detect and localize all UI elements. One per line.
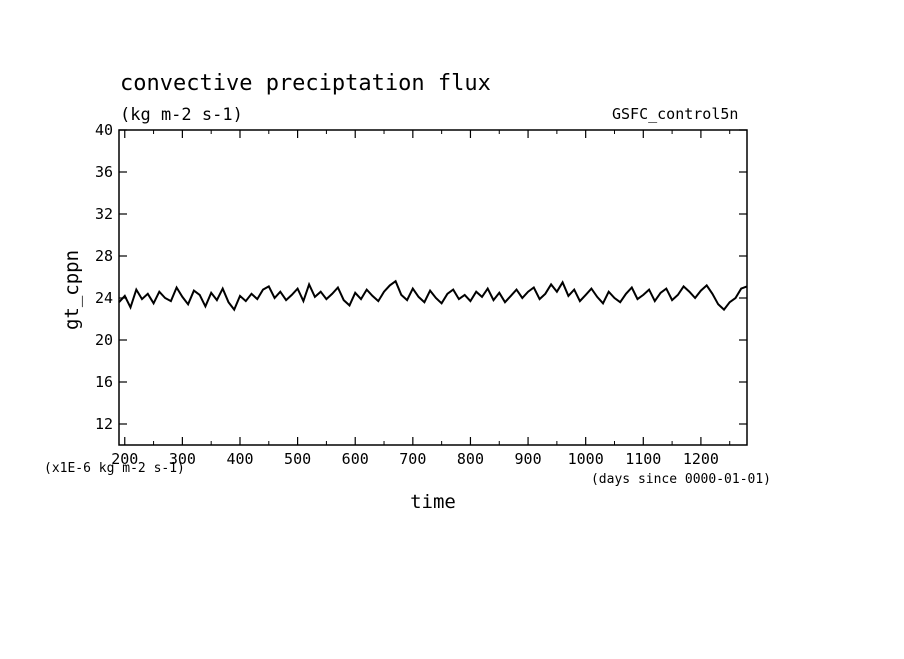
x-tick-label: 600 [342, 450, 369, 468]
series-layer [118, 279, 748, 312]
y-tick-label: 24 [95, 289, 113, 307]
x-tick-label: 800 [457, 450, 484, 468]
y-tick-label: 36 [95, 163, 113, 181]
y-tick-label: 28 [95, 247, 113, 265]
y-tick-label: 20 [95, 331, 113, 349]
x-axis-label: time [410, 491, 456, 513]
x-tick-label: 500 [284, 450, 311, 468]
y-tick-label: 40 [95, 121, 113, 139]
y-unit-note: (x1E-6 kg m-2 s-1) [44, 461, 185, 476]
plot-frame [118, 129, 748, 446]
x-tick-label: 700 [399, 450, 426, 468]
x-tick-label: 300 [169, 450, 196, 468]
chart-title: convective preciptation flux [120, 71, 491, 96]
x-tick-label: 1100 [625, 450, 661, 468]
x-tick-label: 400 [226, 450, 253, 468]
y-tick-label: 12 [95, 415, 113, 433]
x-unit-note: (days since 0000-01-01) [591, 472, 771, 487]
axes-layer: 12 16 20 24 28 32 36 40 200 300 400 500 600 700 800 900… [95, 121, 748, 468]
y-tick-label: 32 [95, 205, 113, 223]
x-tick-label: 1000 [568, 450, 604, 468]
y-axis-label: gt_cppn [61, 250, 83, 330]
x-tick-label: 900 [515, 450, 542, 468]
chart-subtitle: (kg m-2 s-1) [120, 105, 243, 125]
source-label: GSFC_control5n [612, 105, 738, 123]
x-tick-label: 1200 [683, 450, 719, 468]
y-tick-label: 16 [95, 373, 113, 391]
series-line [118, 279, 748, 312]
x-tick-label: 200 [111, 450, 138, 468]
